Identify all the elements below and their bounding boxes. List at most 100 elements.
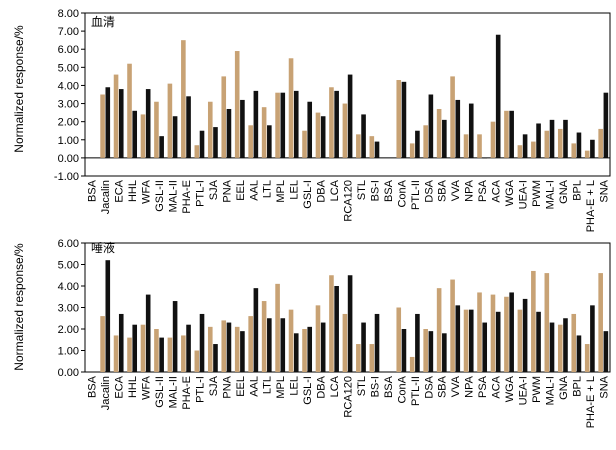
serum-bar-s2-12	[253, 90, 259, 158]
saliva-bar-s1-8	[194, 350, 200, 372]
saliva-bar-s2-12	[253, 288, 259, 372]
saliva-category-label: GSL-I	[302, 376, 314, 405]
saliva-category-label: WFA	[141, 375, 153, 399]
serum-category-label: ConA	[396, 179, 408, 207]
serum-bar-s2-14	[280, 92, 286, 158]
serum-y-tick-label: 5.00	[58, 62, 79, 74]
serum-bar-s2-20	[361, 114, 366, 158]
serum-bar-s1-6	[167, 83, 173, 158]
serum-bar-s1-15	[288, 58, 294, 158]
serum-bar-s2-35	[563, 119, 568, 158]
saliva-bar-s2-7	[186, 324, 191, 372]
serum-category-label: SNA	[598, 179, 610, 202]
saliva-bar-s2-23	[401, 329, 407, 372]
serum-category-label: MAL-I	[544, 180, 556, 209]
saliva-bar-s1-15	[288, 309, 294, 372]
saliva-bar-s1-36	[571, 313, 577, 372]
saliva-category-label: LCA	[329, 375, 341, 397]
saliva-category-label: SNA	[598, 375, 610, 398]
saliva-bar-s2-11	[240, 331, 245, 372]
serum-bar-s1-27	[450, 76, 455, 158]
saliva-bar-s2-29	[482, 322, 488, 372]
serum-bar-s2-36	[576, 132, 582, 158]
serum-bar-s1-11	[234, 51, 240, 158]
saliva-category-label: NPA	[464, 375, 476, 397]
serum-bar-s2-24	[415, 130, 420, 158]
saliva-chart-panel: 唾液 Normalized response/% 0.00 1.00 2.00 3.0…	[12, 238, 611, 428]
serum-bar-s2-7	[186, 96, 191, 158]
saliva-category-label: Jacalin	[100, 376, 112, 410]
serum-bar-s2-11	[240, 99, 245, 158]
serum-bar-s1-31	[504, 110, 509, 158]
saliva-category-label: PHA-E + L	[585, 376, 597, 428]
serum-y-tick-label: 4.00	[58, 80, 79, 92]
serum-category-label: AAL	[248, 180, 260, 201]
serum-bar-s1-9	[207, 101, 213, 158]
saliva-category-label: STL	[356, 376, 368, 396]
saliva-bar-s1-6	[167, 337, 173, 372]
saliva-category-label: RCA120	[343, 376, 355, 418]
serum-y-tick-label: -1.00	[54, 171, 79, 183]
saliva-bar-s1-11	[234, 326, 240, 372]
serum-category-label: GSL-I	[302, 180, 314, 209]
saliva-bar-s1-7	[181, 335, 186, 372]
serum-category-label: BSA	[383, 179, 395, 202]
saliva-bar-s1-17	[315, 305, 321, 372]
saliva-y-tick-label: 0.00	[58, 367, 79, 379]
serum-y-tick-label: 3.00	[58, 99, 79, 111]
saliva-category-label: HHL	[127, 376, 139, 398]
saliva-bar-s2-9	[213, 344, 218, 372]
saliva-category-label: SBA	[437, 375, 449, 398]
serum-bar-s2-10	[226, 108, 232, 158]
saliva-category-label: AAL	[248, 376, 260, 397]
saliva-bar-s2-5	[159, 337, 164, 372]
serum-bar-s2-28	[468, 103, 474, 158]
serum-bar-s2-30	[495, 34, 501, 158]
saliva-bar-s2-13	[267, 318, 272, 372]
serum-bar-s2-19	[347, 74, 353, 158]
serum-category-label: ACA	[491, 179, 503, 202]
serum-category-label: BSA	[87, 179, 99, 202]
serum-category-label: MAL-II	[168, 180, 180, 212]
saliva-bar-s1-32	[517, 309, 523, 372]
serum-bar-s1-34	[544, 130, 550, 158]
serum-bar-s1-3	[127, 63, 132, 158]
serum-bar-s2-23	[401, 81, 407, 158]
serum-bar-s2-17	[320, 116, 326, 158]
serum-bar-s2-13	[267, 125, 272, 158]
saliva-y-tick-label: 2.00	[58, 324, 79, 336]
serum-category-label: PSA	[477, 179, 489, 202]
saliva-category-label: PWM	[531, 376, 543, 403]
saliva-bar-s1-28	[463, 309, 469, 372]
serum-category-label: BS-I	[369, 180, 381, 201]
serum-bar-s2-32	[522, 134, 528, 158]
serum-chart-y-axis-label: Normalized response/%	[12, 25, 26, 153]
serum-bar-s1-5	[154, 101, 159, 158]
saliva-bar-s1-10	[221, 320, 227, 372]
serum-category-label: WFA	[141, 179, 153, 203]
serum-y-tick-label: 7.00	[58, 26, 79, 38]
serum-category-label: MPL	[275, 180, 287, 203]
saliva-bar-s2-30	[495, 311, 501, 372]
saliva-category-label: GSL-II	[154, 376, 166, 408]
serum-bar-s1-35	[557, 128, 563, 158]
serum-bar-s1-36	[571, 143, 577, 158]
serum-bar-s1-12	[248, 125, 253, 158]
serum-category-label: Jacalin	[100, 180, 112, 214]
serum-category-label: PNA	[221, 179, 233, 202]
saliva-category-label: BSA	[383, 375, 395, 398]
serum-bar-s1-28	[463, 134, 469, 158]
serum-category-label: LCA	[329, 179, 341, 201]
saliva-category-label: EEL	[235, 376, 247, 397]
serum-bar-s2-5	[159, 136, 164, 158]
saliva-bar-s1-29	[477, 292, 482, 372]
saliva-y-tick-label: 4.00	[58, 281, 79, 293]
serum-bar-s2-1	[105, 87, 111, 158]
serum-bar-s1-18	[329, 87, 334, 158]
serum-y-tick-label: 8.00	[58, 8, 79, 20]
serum-bar-s2-27	[455, 99, 461, 158]
saliva-bar-s1-24	[409, 356, 415, 372]
serum-category-label: NPA	[464, 179, 476, 201]
saliva-y-tick-label: 3.00	[58, 303, 79, 315]
serum-bar-s2-2	[118, 89, 124, 158]
